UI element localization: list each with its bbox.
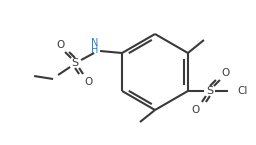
- Text: O: O: [192, 105, 200, 115]
- Text: N: N: [91, 38, 98, 48]
- Text: O: O: [222, 68, 230, 78]
- Text: S: S: [71, 58, 79, 68]
- Text: O: O: [84, 77, 92, 87]
- Text: S: S: [206, 86, 214, 96]
- Text: H: H: [91, 45, 98, 55]
- Text: O: O: [56, 40, 64, 50]
- Text: Cl: Cl: [237, 86, 247, 96]
